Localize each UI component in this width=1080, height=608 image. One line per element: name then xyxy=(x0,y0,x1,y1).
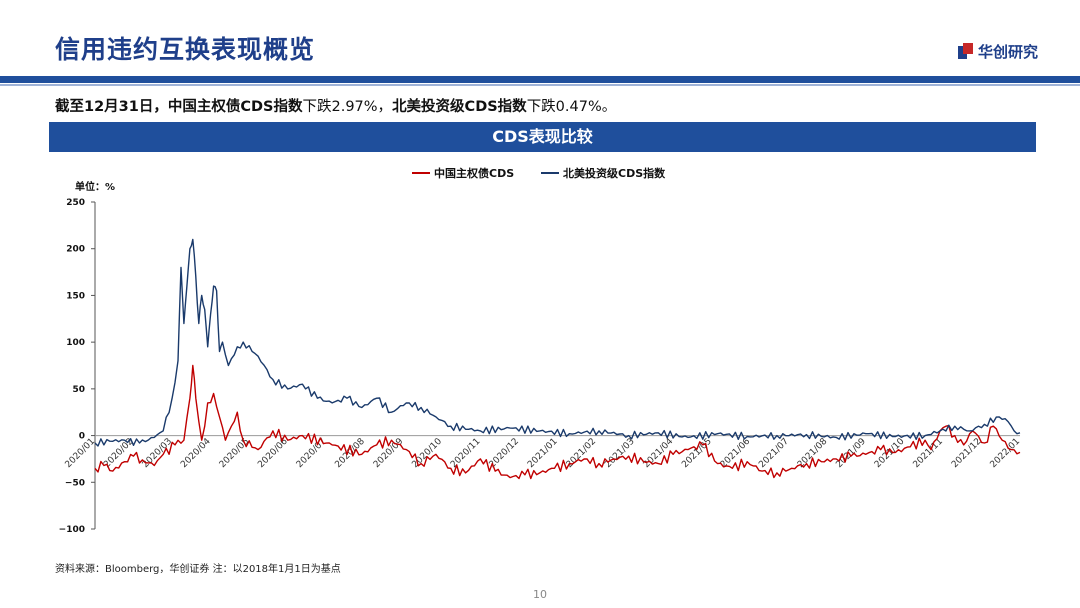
page-number: 10 xyxy=(533,588,547,601)
summary-item1-text: 下跌2.97%， xyxy=(302,99,393,115)
summary-item1-name: 中国主权债CDS指数 xyxy=(167,99,303,115)
x-tick-label: 2020/10 xyxy=(410,436,444,470)
page-title: 信用违约互换表现概览 xyxy=(55,35,316,64)
x-tick-label: 2020/01 xyxy=(64,437,98,471)
y-tick-label: 250 xyxy=(66,198,85,208)
series-line-0 xyxy=(94,364,1021,480)
x-tick-label: 2021/01 xyxy=(526,437,560,471)
y-tick-label: −100 xyxy=(59,525,85,535)
x-tick-label: 2021/11 xyxy=(912,437,946,471)
x-tick-label: 2020/05 xyxy=(218,437,252,471)
x-tick-label: 2021/10 xyxy=(873,436,907,470)
summary-prefix: 截至12月31日， xyxy=(55,99,168,115)
y-tick-label: 100 xyxy=(66,338,85,348)
x-tick-label: 2021/07 xyxy=(757,437,791,471)
legend-label-china: 中国主权债CDS xyxy=(434,166,514,180)
source-note: 资料来源：Bloomberg，华创证券 注：以2018年1月1日为基点 xyxy=(55,564,341,575)
x-tick-label: 2020/11 xyxy=(449,437,483,471)
logo-text: 华创研究 xyxy=(978,42,1039,61)
x-tick-label: 2021/04 xyxy=(642,436,676,470)
header-rule xyxy=(0,76,1080,83)
legend: 中国主权债CDS 北美投资级CDS指数 xyxy=(412,166,666,180)
x-tick-label: 2021/05 xyxy=(680,437,714,471)
y-tick-label: −50 xyxy=(65,478,85,488)
y-tick-label: 200 xyxy=(66,245,85,255)
series-line-1 xyxy=(94,238,1021,447)
x-tick-label: 2021/03 xyxy=(603,437,637,471)
x-tick-label: 2020/06 xyxy=(256,436,290,470)
header-rule-thin xyxy=(0,84,1080,86)
x-tick-label: 2020/09 xyxy=(372,436,406,470)
summary-item2-name: 北美投资级CDS指数 xyxy=(392,99,527,115)
unit-label: 单位：% xyxy=(75,180,115,193)
legend-label-na: 北美投资级CDS指数 xyxy=(563,166,666,180)
gridlines xyxy=(94,202,1020,529)
x-axis: 2020/01 2020/02 2020/03 2020/04 2020/05 2020/… xyxy=(64,436,1023,470)
series-group xyxy=(94,238,1021,480)
logo-icon xyxy=(958,43,973,59)
y-tick-label: 0 xyxy=(79,432,85,442)
x-tick-label: 2021/02 xyxy=(565,437,599,471)
y-tick-label: 150 xyxy=(66,291,85,301)
brand-logo: 华创研究 xyxy=(958,40,1038,62)
section-banner: CDS表现比较 xyxy=(49,122,1036,152)
summary-line: 截至12月31日，中国主权债CDS指数下跌2.97%，北美投资级CDS指数下跌0… xyxy=(55,95,616,116)
cds-line-chart: 中国主权债CDS 北美投资级CDS指数 单位：% −100 −50 0 50 100 15… xyxy=(59,166,1023,535)
y-tick-label: 50 xyxy=(72,385,85,395)
y-axis: −100 −50 0 50 100 150 200 250 xyxy=(59,198,95,535)
x-tick-label: 2020/04 xyxy=(179,436,213,470)
summary-item2-text: 下跌0.47%。 xyxy=(526,99,617,115)
